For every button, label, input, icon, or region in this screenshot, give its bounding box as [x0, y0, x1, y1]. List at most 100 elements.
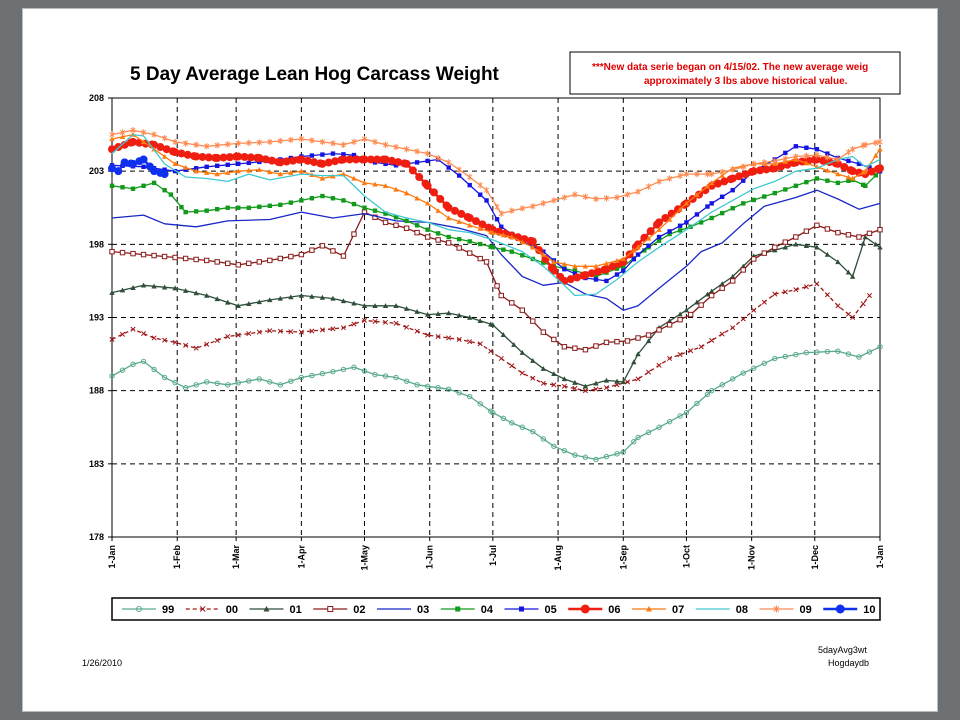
- data-point: [182, 385, 189, 391]
- data-point: [614, 338, 620, 345]
- data-point: [631, 438, 637, 445]
- data-point: [445, 240, 452, 246]
- data-point: [108, 164, 116, 173]
- data-point: [708, 288, 715, 294]
- data-point: [352, 155, 361, 164]
- data-point: [225, 169, 231, 175]
- data-point: [381, 155, 390, 164]
- data-point: [331, 157, 340, 166]
- data-point: [666, 322, 673, 328]
- data-point: [835, 229, 841, 236]
- data-point: [119, 367, 126, 373]
- series-09: [109, 126, 883, 217]
- data-point: [203, 292, 210, 298]
- data-point: [562, 267, 567, 272]
- data-point: [267, 156, 276, 165]
- data-point: [309, 196, 315, 201]
- data-point: [225, 162, 230, 168]
- data-point: [140, 251, 147, 258]
- data-point: [256, 329, 262, 335]
- data-point: [320, 152, 325, 157]
- data-point: [704, 170, 711, 178]
- data-point: [246, 301, 252, 307]
- data-point: [288, 329, 294, 335]
- data-point: [393, 374, 399, 381]
- data-point: [635, 434, 641, 441]
- data-point: [845, 148, 851, 156]
- data-point: [580, 604, 590, 614]
- data-point: [684, 220, 689, 225]
- y-tick-label: 203: [89, 166, 104, 176]
- data-point: [646, 606, 652, 612]
- data-point: [361, 180, 368, 186]
- data-point: [862, 168, 868, 174]
- data-point: [414, 160, 420, 165]
- data-point: [414, 382, 420, 388]
- data-point: [160, 170, 169, 179]
- data-point: [677, 172, 683, 179]
- data-point: [267, 379, 273, 385]
- data-point: [330, 140, 336, 147]
- data-point: [193, 209, 199, 214]
- data-point: [667, 231, 672, 237]
- data-point: [877, 138, 883, 146]
- data-point: [161, 374, 168, 381]
- data-point: [783, 150, 788, 156]
- data-point: [614, 272, 620, 277]
- data-point: [661, 213, 670, 222]
- data-point: [709, 201, 714, 206]
- data-point: [740, 370, 746, 376]
- data-point: [728, 174, 737, 183]
- data-point: [162, 187, 167, 193]
- data-point: [642, 248, 647, 253]
- legend-entry-06: 06: [568, 604, 621, 616]
- data-point: [278, 202, 283, 208]
- data-point: [340, 298, 347, 304]
- y-axis: 178 183 188 193 198 203 208: [89, 93, 112, 542]
- footer-file-2: Hogdaydb: [828, 658, 869, 668]
- data-point: [530, 375, 536, 381]
- data-point: [862, 141, 868, 149]
- data-point: [635, 376, 641, 382]
- data-point: [477, 255, 483, 262]
- data-point: [324, 158, 333, 167]
- data-point: [109, 248, 115, 255]
- data-point: [183, 150, 192, 159]
- data-point: [162, 135, 168, 142]
- data-point: [530, 203, 536, 210]
- data-point: [477, 318, 483, 324]
- data-point: [309, 372, 315, 379]
- data-point: [193, 141, 199, 149]
- data-point: [387, 156, 396, 165]
- data-point: [446, 335, 452, 341]
- data-point: [803, 243, 810, 248]
- data-point: [730, 325, 736, 331]
- footer-file-1: 5dayAvg3wt: [818, 645, 867, 655]
- data-point: [614, 257, 620, 263]
- data-point: [393, 222, 399, 229]
- data-point: [582, 193, 588, 200]
- data-point: [435, 154, 441, 162]
- data-point: [225, 205, 230, 210]
- data-point: [263, 606, 270, 612]
- data-point: [614, 266, 620, 271]
- data-point: [204, 153, 213, 162]
- data-point: [777, 162, 786, 171]
- data-point: [424, 311, 431, 317]
- data-point: [509, 363, 515, 369]
- data-point: [572, 271, 578, 276]
- data-point: [204, 143, 210, 150]
- data-point: [256, 167, 262, 172]
- y-tick-label: 188: [89, 386, 104, 396]
- legend-entry-99: 99: [122, 604, 174, 616]
- series-99: [109, 344, 883, 463]
- data-point: [656, 362, 662, 368]
- data-point: [490, 322, 496, 328]
- data-point: [603, 339, 610, 346]
- data-point: [330, 326, 336, 332]
- x-tick-label: 1-Dec: [810, 545, 820, 570]
- data-point: [393, 215, 399, 220]
- data-point: [277, 137, 283, 145]
- data-point: [825, 151, 830, 156]
- data-point: [236, 205, 241, 210]
